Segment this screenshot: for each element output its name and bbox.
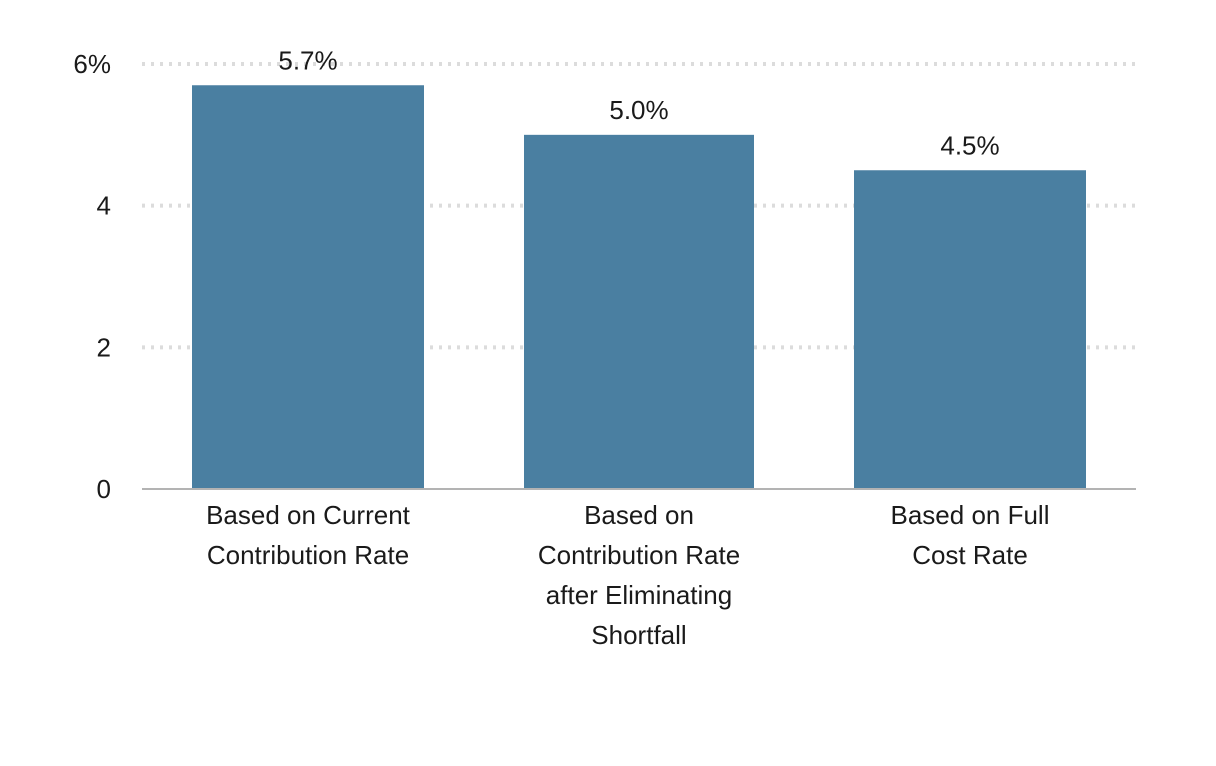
x-tick-label: Cost Rate (912, 540, 1028, 570)
bars (192, 85, 1086, 490)
y-tick-label: 6% (73, 49, 111, 79)
data-label: 5.0% (609, 95, 668, 125)
x-tick-label: after Eliminating (546, 580, 732, 610)
labels: 0 2 4 6% 5.7% Based on Current Contribution Ra… (73, 45, 1049, 650)
x-tick-label: Contribution Rate (207, 540, 409, 570)
x-tick-label: Contribution Rate (538, 540, 740, 570)
y-tick-label: 2 (97, 332, 111, 362)
x-tick-label: Based on Current (206, 500, 411, 530)
y-tick-label: 0 (97, 474, 111, 504)
bar (192, 85, 424, 489)
bar (524, 134, 754, 490)
x-tick-label: Shortfall (591, 620, 686, 650)
y-tick-label: 4 (97, 191, 111, 221)
data-label: 5.7% (278, 45, 337, 75)
bar (854, 170, 1086, 489)
data-label: 4.5% (940, 130, 999, 160)
x-tick-label: Based on Full (891, 500, 1050, 530)
x-tick-label: Based on (584, 500, 694, 530)
